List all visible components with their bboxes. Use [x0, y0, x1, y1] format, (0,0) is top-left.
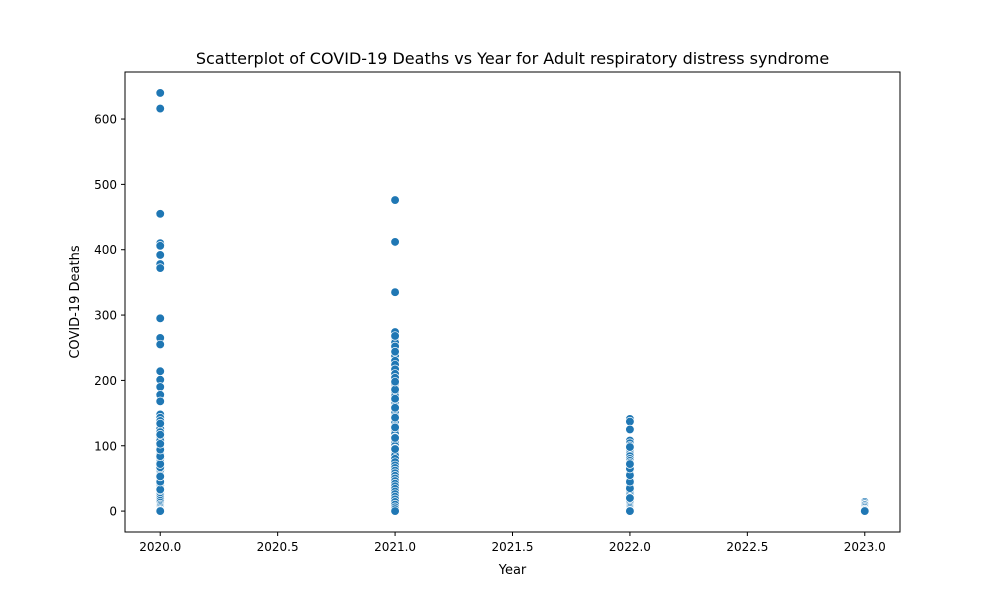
data-point	[155, 471, 165, 482]
data-point	[155, 366, 165, 376]
data-point	[390, 422, 400, 433]
data-point	[155, 484, 165, 495]
x-tick-label: 2021.0	[374, 540, 416, 554]
data-point	[155, 418, 165, 429]
data-point	[390, 394, 400, 404]
x-tick-label: 2020.0	[139, 540, 181, 554]
data-point	[390, 444, 400, 454]
data-point	[390, 331, 400, 341]
data-point	[155, 429, 165, 440]
data-point	[390, 403, 400, 413]
data-point	[390, 195, 400, 205]
data-points	[155, 88, 870, 516]
y-tick-label: 500	[94, 178, 117, 192]
x-tick-label: 2021.5	[492, 540, 534, 554]
data-point	[155, 103, 165, 114]
x-tick-label: 2023.0	[844, 540, 886, 554]
data-point	[860, 506, 870, 516]
data-point	[155, 88, 165, 98]
data-point	[625, 459, 635, 469]
data-point	[390, 287, 400, 297]
x-tick-label: 2022.5	[726, 540, 768, 554]
data-point	[155, 241, 165, 251]
data-point	[390, 377, 400, 387]
data-point	[155, 439, 165, 449]
chart-title: Scatterplot of COVID-19 Deaths vs Year f…	[196, 49, 829, 68]
data-point	[155, 263, 165, 273]
y-tick-label: 400	[94, 243, 117, 257]
data-point	[155, 250, 165, 260]
data-point	[155, 339, 165, 350]
data-point	[155, 459, 165, 469]
data-point	[625, 442, 635, 452]
y-tick-label: 200	[94, 374, 117, 388]
y-tick-label: 300	[94, 309, 117, 323]
data-point	[625, 493, 635, 503]
data-point	[155, 396, 165, 406]
y-axis-ticks: 0 100 200 300 400 500 600	[94, 113, 125, 519]
plot-area-frame	[124, 71, 901, 533]
y-axis-label: COVID-19 Deaths	[68, 245, 83, 358]
data-point	[155, 382, 165, 392]
x-tick-label: 2020.5	[257, 540, 299, 554]
data-point	[390, 413, 400, 423]
data-point	[625, 506, 635, 516]
x-axis-ticks: 2020.0 2020.5 2021.0 2021.5 2022.0 2022.5 2023…	[139, 532, 886, 554]
data-point	[155, 506, 165, 516]
data-point	[390, 433, 400, 443]
data-point	[390, 347, 400, 357]
data-point	[390, 384, 400, 395]
data-point	[390, 506, 400, 516]
data-point	[625, 416, 635, 427]
data-point	[390, 237, 400, 247]
y-tick-label: 0	[109, 505, 117, 519]
x-axis-label: Year	[498, 563, 527, 578]
data-point	[625, 424, 635, 435]
x-tick-label: 2022.0	[609, 540, 651, 554]
data-point	[155, 209, 165, 219]
y-tick-label: 100	[94, 439, 117, 453]
data-point	[155, 313, 165, 323]
y-tick-label: 600	[94, 113, 117, 127]
